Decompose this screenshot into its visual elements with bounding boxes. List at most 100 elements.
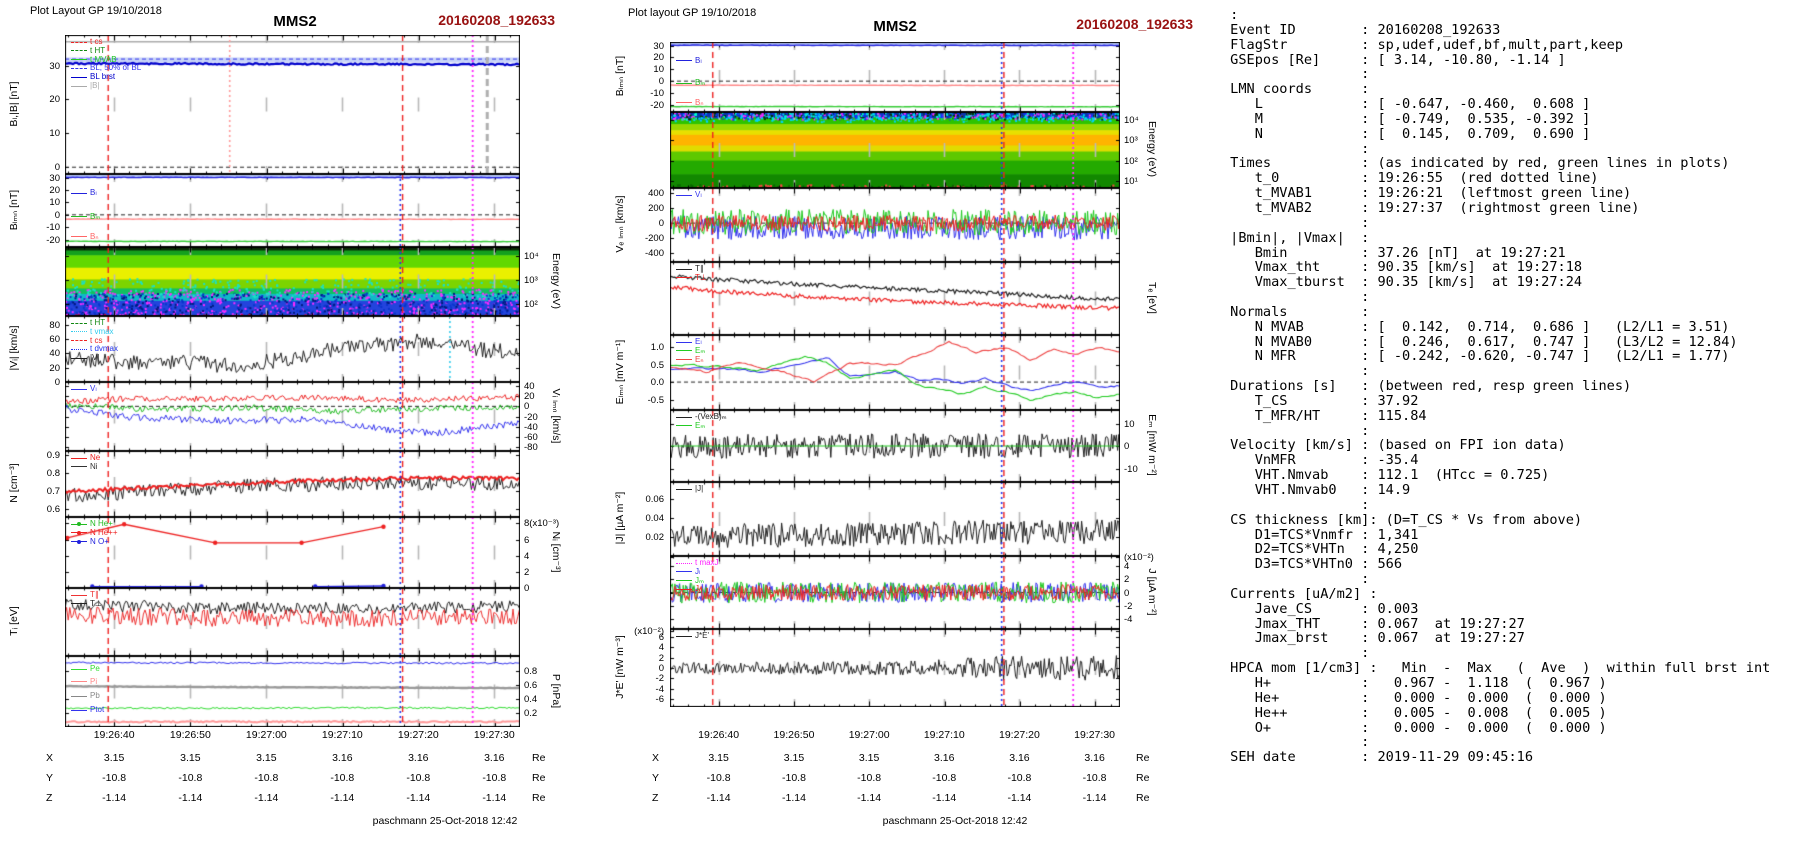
y-tick-label: 10 [49,197,60,209]
panel-middle-j-mag [670,482,1120,556]
position-value: -10.8 [482,772,507,784]
position-value: -10.8 [782,772,806,784]
right-axis-label: Energy (eV) [550,252,562,309]
plot-canvas-j-lmn [670,556,1120,629]
y-axis-label: Tᵢ [eV] [8,606,20,636]
y-tick-label: 4 [524,550,530,562]
panel-middle-j-lmn [670,556,1120,629]
position-value: 3.16 [1009,752,1030,764]
y-tick-label: 8(x10⁻³) [524,518,560,530]
y-tick-label: -40 [524,421,538,433]
position-value: -1.14 [178,792,203,804]
y-tick-label: -10 [1124,463,1138,475]
position-value: -10.8 [102,772,127,784]
position-row-label: Y [46,772,54,784]
y-tick-label: 30 [49,60,60,72]
position-row-label: Y [652,772,660,784]
panel-middle-jdote [670,629,1120,707]
position-value: -1.14 [706,792,731,804]
plot-canvas-n-density [65,451,520,517]
y-tick-label: 30 [49,172,60,184]
position-unit: Re [532,792,546,804]
y-tick-label: 0 [658,76,664,88]
position-value: 3.15 [256,752,277,764]
y-tick-label: (x10⁻²) [634,625,664,637]
panel-left-vi-lmn [65,382,520,451]
plot-canvas-ve-lmn [670,188,1120,262]
y-tick-label: 2 [524,566,530,578]
position-value: -1.14 [1007,792,1032,804]
plot-canvas-vi-mag [65,316,520,382]
position-unit: Re [1136,792,1150,804]
y-tick-label: 4 [1124,560,1130,572]
plot-canvas-n-minor [65,517,520,588]
position-value: 3.15 [858,752,880,764]
plot-canvas-t-ion [65,588,520,656]
y-tick-label: 20 [49,94,60,106]
panel-left-ion-spec [65,247,520,316]
position-value: 3.16 [484,752,505,764]
position-value: -1.14 [932,792,957,804]
left-event-id: 20160208_192633 [438,12,555,28]
y-tick-label: 0 [658,663,664,674]
y-tick-label: -20 [650,99,664,111]
position-value: 3.15 [103,752,125,764]
y-tick-label: 10 [49,128,60,140]
position-unit: Re [1136,772,1150,784]
time-tick-label: 19:26:50 [773,729,815,741]
right-axis-label: Vᵢ ₗₘₙ [km/s] [550,388,562,443]
y-tick-label: 0.4 [524,694,538,706]
plot-canvas-vi-lmn [65,382,520,451]
time-tick-label: 19:27:30 [473,729,515,741]
position-value: 3.15 [180,752,201,764]
position-value: -1.14 [782,792,806,804]
plot-canvas-bl-b [65,35,520,174]
y-tick-label: 30 [653,40,664,52]
panel-left-bl-b [65,35,520,174]
y-tick-label: 0.7 [46,486,60,498]
y-tick-label: -200 [644,233,664,245]
right-axis-label: Energy (eV) [1146,120,1158,178]
position-row-label: X [46,752,54,764]
position-row-label: Z [46,792,53,804]
y-tick-label: 0 [524,583,530,594]
y-tick-label: 4 [658,642,664,654]
position-value: -10.8 [706,772,731,784]
y-tick-label: 0.04 [645,513,665,525]
time-tick-label: 19:27:30 [1074,729,1115,741]
position-unit: Re [532,752,546,764]
y-tick-label: 0.8 [524,666,538,678]
plot-canvas-t-e [670,262,1120,335]
position-value: -10.8 [1082,772,1107,784]
position-value: 3.16 [332,752,353,764]
panel-middle-ve-lmn [670,188,1120,262]
y-tick-label: -6 [655,694,664,706]
plot-canvas-ion-spec [65,247,520,316]
y-tick-label: -10 [46,222,60,234]
position-value: -1.14 [482,792,507,804]
y-tick-label: 0.6 [46,503,60,515]
y-tick-label: 10 [1124,418,1135,430]
position-value: -1.14 [330,792,355,804]
panel-middle-e-lmn [670,335,1120,410]
y-tick-label: 10³ [1124,135,1138,147]
right-axis-label: Tₑ [eV] [1146,281,1158,314]
position-value: -10.8 [406,772,431,784]
y-tick-label: 200 [648,203,664,215]
middle-event-id: 20160208_192633 [1076,16,1193,32]
position-value: 3.16 [934,752,955,764]
y-tick-label: 0.6 [524,680,538,692]
time-tick-label: 19:26:50 [169,729,211,741]
y-tick-label: -4 [655,683,664,695]
panel-left-b-lmn [65,174,520,247]
right-axis-label: Nᵢ [cm⁻³] [550,530,562,573]
y-tick-label: -10 [650,88,664,100]
time-tick-label: 19:26:40 [698,729,740,741]
y-tick-label: 0 [54,377,60,388]
y-tick-label: (x10⁻²) [1124,552,1154,564]
position-unit: Re [532,772,546,784]
panel-middle-b-lmn-m [670,42,1120,112]
y-tick-label: 1.0 [650,342,664,354]
y-tick-label: -400 [644,248,664,260]
